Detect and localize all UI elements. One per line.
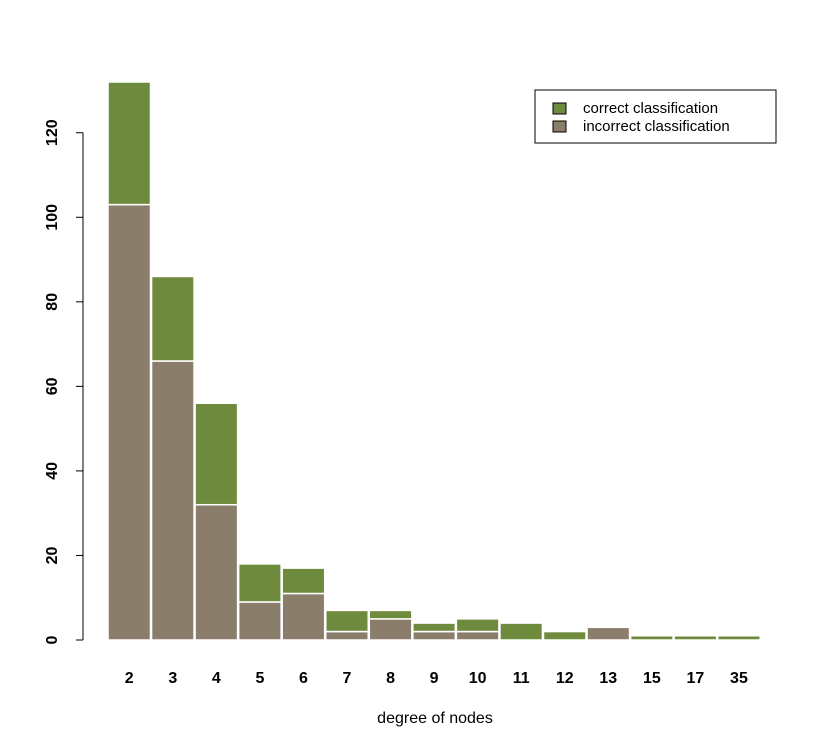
bar-incorrect-10 xyxy=(455,630,500,641)
bar-correct-7 xyxy=(325,609,369,633)
x-tick-label: 35 xyxy=(730,670,748,687)
bar-correct-5 xyxy=(237,563,282,603)
y-tick-label: 60 xyxy=(44,377,61,395)
bar-correct-9 xyxy=(412,622,457,633)
x-tick-label: 9 xyxy=(430,670,439,687)
y-axis: 0 20 40 60 80 100 120 xyxy=(44,119,84,644)
x-tick-label: 10 xyxy=(469,670,487,687)
legend-box xyxy=(534,89,777,144)
bar-incorrect-2 xyxy=(107,203,152,641)
x-tick-label: 7 xyxy=(343,670,352,687)
bar-correct-3 xyxy=(150,275,195,362)
bar-incorrect-3 xyxy=(150,360,195,641)
legend-label: incorrect classification xyxy=(583,118,730,135)
bar-correct-6 xyxy=(281,567,326,595)
bar-incorrect-4 xyxy=(194,503,239,641)
bar-correct-17 xyxy=(673,635,718,641)
legend-swatch xyxy=(552,120,567,133)
bar-correct-10 xyxy=(455,618,500,633)
x-tick-label: 4 xyxy=(212,670,221,687)
y-tick-label: 120 xyxy=(44,119,61,146)
bar-correct-15 xyxy=(629,635,674,641)
bar-correct-8 xyxy=(368,609,413,620)
bar-correct-2 xyxy=(107,81,152,206)
legend-swatch xyxy=(552,102,567,115)
y-tick-label: 20 xyxy=(44,546,61,564)
y-tick-label: 80 xyxy=(44,293,61,311)
y-tick-label: 100 xyxy=(44,204,61,231)
x-tick-label: 13 xyxy=(599,670,617,687)
bar-incorrect-13 xyxy=(586,626,631,641)
bar-incorrect-5 xyxy=(237,601,282,641)
x-tick-label: 17 xyxy=(687,670,705,687)
legend-label: correct classification xyxy=(583,100,718,117)
x-tick-label: 5 xyxy=(255,670,264,687)
bar-incorrect-9 xyxy=(412,630,457,641)
x-tick-label: 2 xyxy=(125,670,134,687)
y-tick-label: 40 xyxy=(44,462,61,480)
bar-correct-4 xyxy=(194,402,239,506)
x-axis: 2 3 4 5 6 7 8 9 10 11 12 13 15 17 35 xyxy=(125,670,748,687)
bar-correct-35 xyxy=(716,635,761,641)
bar-correct-11 xyxy=(499,622,544,641)
bar-incorrect-7 xyxy=(325,630,369,641)
x-tick-label: 11 xyxy=(513,670,530,687)
y-tick-label: 0 xyxy=(44,635,61,644)
x-axis-title: degree of nodes xyxy=(377,710,493,727)
x-tick-label: 15 xyxy=(643,670,661,687)
bar-incorrect-8 xyxy=(368,618,413,641)
bar-incorrect-6 xyxy=(281,592,326,641)
x-tick-label: 3 xyxy=(168,670,177,687)
x-tick-label: 8 xyxy=(386,670,395,687)
x-tick-label: 6 xyxy=(299,670,308,687)
bars-group xyxy=(107,81,761,641)
bar-correct-12 xyxy=(542,630,587,641)
x-tick-label: 12 xyxy=(556,670,574,687)
